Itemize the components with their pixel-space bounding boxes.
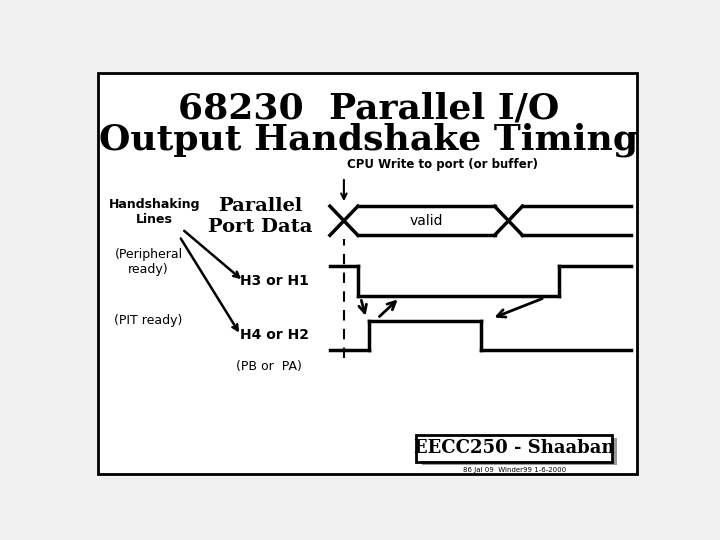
- Text: Output Handshake Timing: Output Handshake Timing: [99, 123, 639, 157]
- FancyBboxPatch shape: [416, 435, 612, 462]
- Text: (PIT ready): (PIT ready): [114, 314, 183, 327]
- Text: EECC250 - Shaaban: EECC250 - Shaaban: [414, 439, 614, 457]
- FancyBboxPatch shape: [422, 438, 617, 465]
- Text: H4 or H2: H4 or H2: [240, 328, 309, 342]
- Text: Handshaking
Lines: Handshaking Lines: [109, 198, 200, 226]
- Text: (Peripheral
ready): (Peripheral ready): [114, 248, 183, 276]
- Text: 86 Jal 09  Winder99 1-6-2000: 86 Jal 09 Winder99 1-6-2000: [462, 467, 566, 473]
- Text: Parallel
Port Data: Parallel Port Data: [208, 197, 312, 236]
- Text: (PB or  PA): (PB or PA): [235, 360, 302, 373]
- Text: CPU Write to port (or buffer): CPU Write to port (or buffer): [347, 158, 538, 171]
- Text: H3 or H1: H3 or H1: [240, 274, 309, 288]
- Text: 68230  Parallel I/O: 68230 Parallel I/O: [179, 91, 559, 125]
- Text: valid: valid: [410, 214, 443, 228]
- FancyBboxPatch shape: [99, 73, 637, 474]
